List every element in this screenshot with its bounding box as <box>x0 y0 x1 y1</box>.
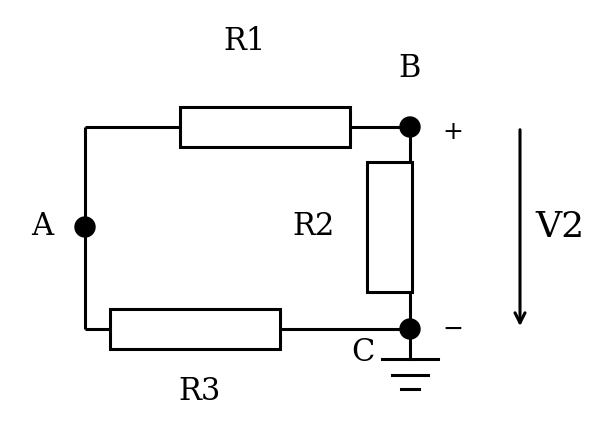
Text: R3: R3 <box>179 376 221 408</box>
Bar <box>110 309 280 349</box>
Text: A: A <box>31 211 53 243</box>
Circle shape <box>75 217 95 237</box>
Text: B: B <box>399 54 421 84</box>
Text: −: − <box>442 317 463 341</box>
Bar <box>367 162 413 292</box>
Text: C: C <box>351 337 375 368</box>
Circle shape <box>400 319 420 339</box>
Text: R1: R1 <box>224 26 266 58</box>
Circle shape <box>400 117 420 137</box>
Text: +: + <box>442 120 463 144</box>
Bar <box>180 107 350 147</box>
Text: V2: V2 <box>535 210 585 244</box>
Text: R2: R2 <box>293 211 335 243</box>
